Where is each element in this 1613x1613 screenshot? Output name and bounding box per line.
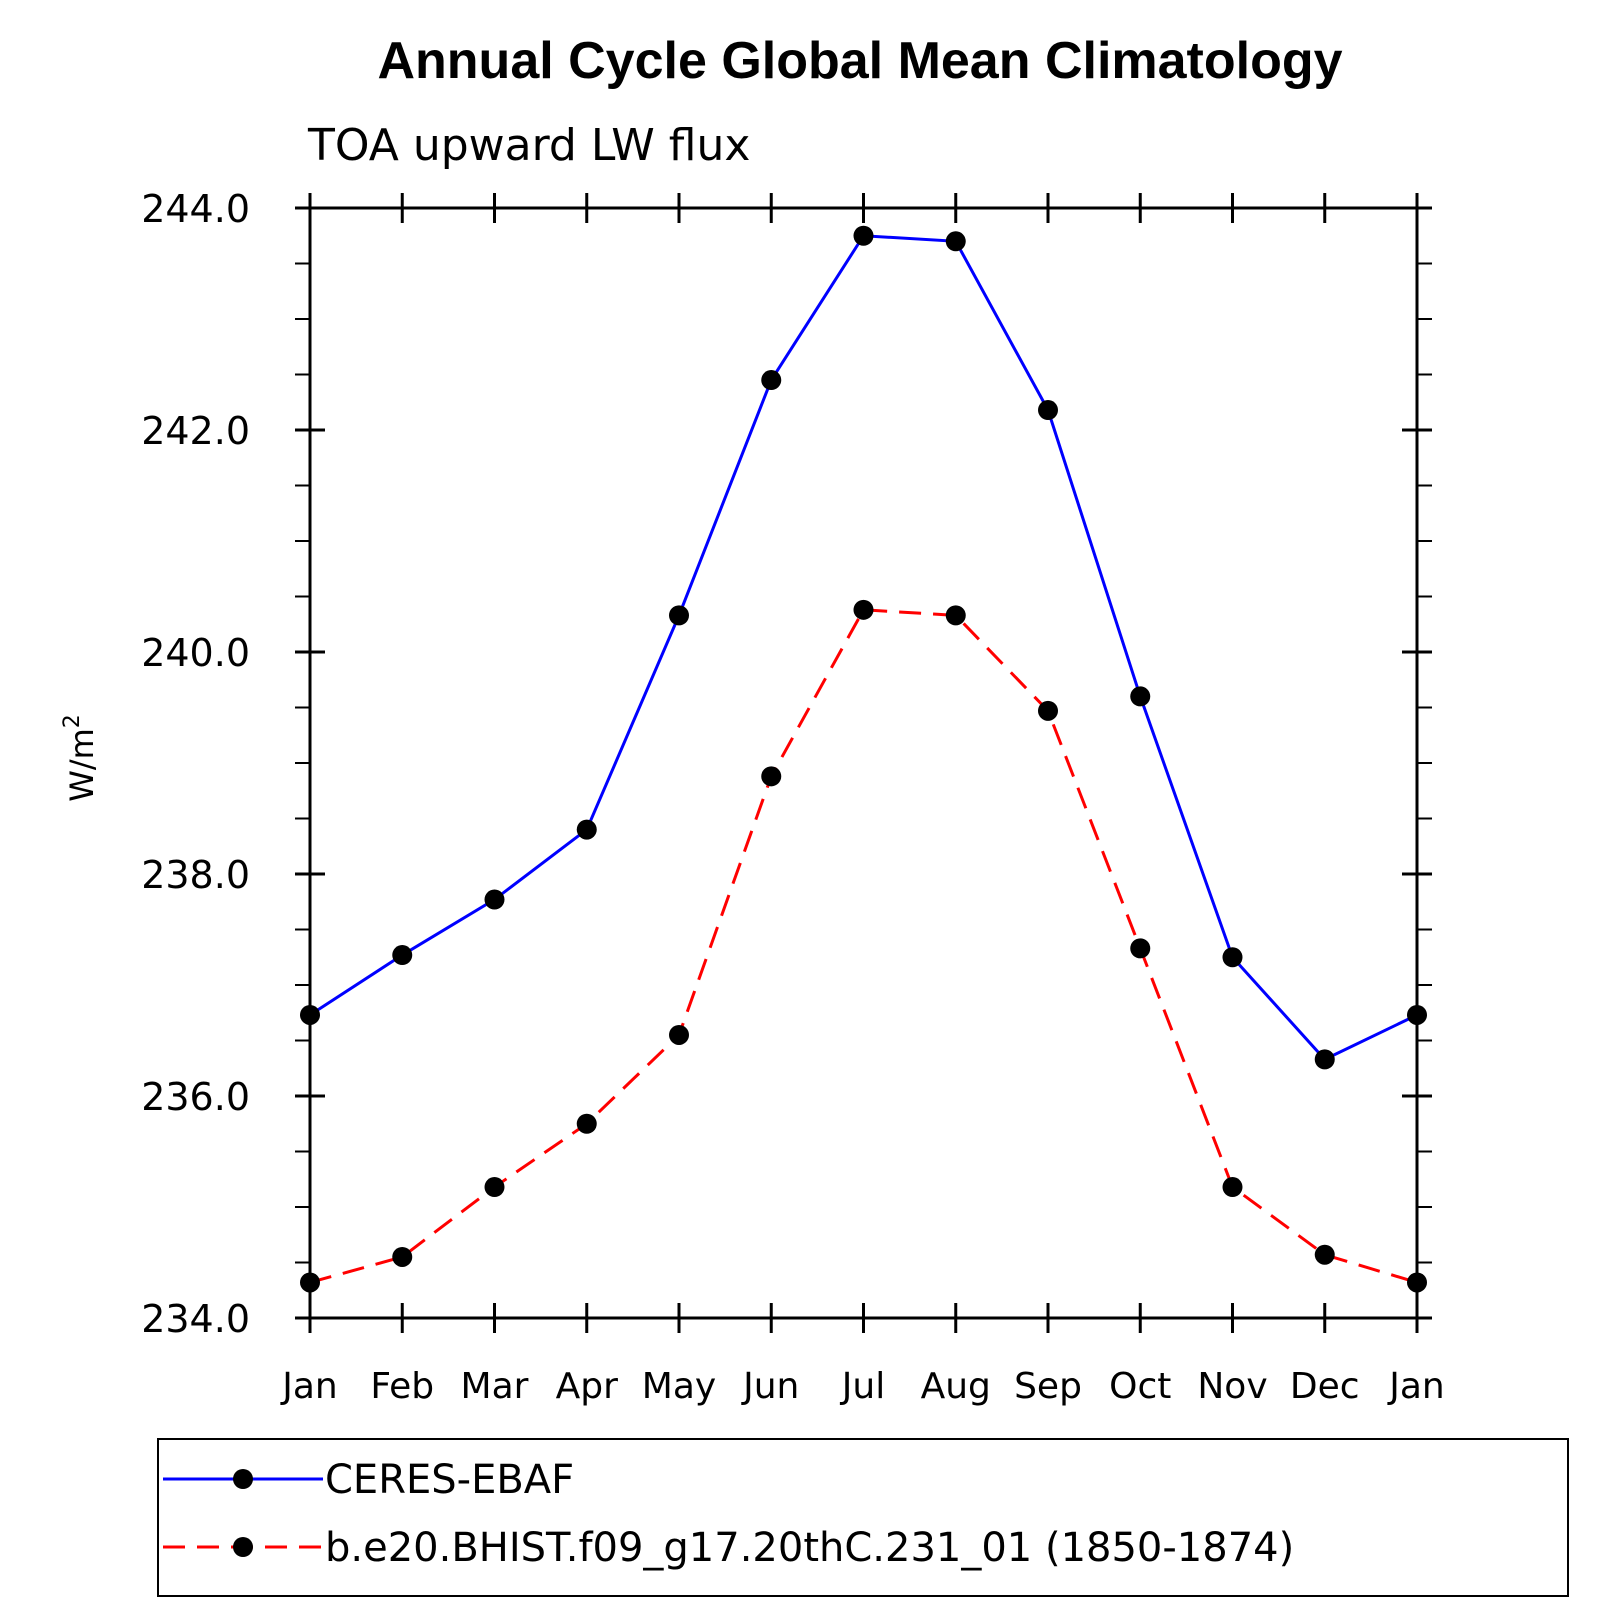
x-tick-label: Jan [280, 1366, 338, 1407]
chart-title: Annual Cycle Global Mean Climatology [377, 32, 1342, 90]
plot-border [308, 206, 1419, 1320]
y-tick-label: 242.0 [141, 409, 250, 453]
series-0-point [853, 225, 874, 246]
series-1-point [576, 1113, 597, 1134]
x-tick-label: Sep [1014, 1366, 1082, 1407]
x-tick-label: Mar [461, 1366, 529, 1407]
series-1-point [1314, 1244, 1335, 1265]
series-0-point [576, 819, 597, 840]
x-tick-label: Aug [921, 1366, 991, 1407]
svg-text:W/m2: W/m2 [60, 714, 101, 802]
series-0-point [300, 1004, 320, 1025]
y-tick-label: 244.0 [141, 187, 250, 231]
x-tick-label: Feb [370, 1366, 434, 1407]
axis-ticks [295, 193, 1432, 1333]
series-0-point [1222, 947, 1243, 968]
series-1-point [484, 1177, 505, 1198]
legend-label-0: CERES-EBAF [325, 1457, 574, 1503]
series-1-point [1407, 1272, 1427, 1293]
x-tick-label: Oct [1109, 1366, 1171, 1407]
series-0-point [1314, 1049, 1335, 1070]
series-1-point [1222, 1177, 1243, 1198]
legend-marker-0 [233, 1469, 253, 1489]
series-1-point [761, 766, 782, 787]
x-tick-label: Apr [556, 1366, 618, 1407]
y-tick-label: 240.0 [141, 631, 250, 675]
y-tick-label: 234.0 [141, 1297, 250, 1341]
y-tick-label: 236.0 [141, 1075, 250, 1119]
series-line-1 [309, 608, 1418, 1284]
series-0-point [392, 945, 413, 966]
y-axis-label-text: W/m [63, 728, 101, 802]
series-0-point [1407, 1004, 1427, 1025]
series-1-point [300, 1272, 320, 1293]
series-1-point [945, 605, 966, 626]
x-tick-label: Dec [1290, 1366, 1360, 1407]
series-0-point [1130, 686, 1151, 707]
plot-frame [308, 206, 1419, 1320]
legend-label-1: b.e20.BHIST.f09_g17.20thC.231_01 (1850-1… [325, 1525, 1294, 1571]
series-1-point [853, 599, 874, 620]
x-tick-label: May [642, 1366, 716, 1407]
series-0-point [761, 370, 782, 391]
series-1-point [1130, 938, 1151, 959]
y-axis-label-superscript: 2 [60, 714, 85, 728]
legend-box [157, 1438, 1569, 1597]
series-line-0 [309, 234, 1418, 1062]
series-0-point [1038, 400, 1058, 421]
x-tick-label: Nov [1197, 1366, 1267, 1407]
tick-labels: Jan Feb Mar Apr May Jun Jul Aug Sep Oct Nov Dec Jan 2… [141, 187, 1445, 1407]
series-0-point [484, 889, 505, 910]
series-layer [300, 225, 1427, 1293]
chart-subtitle: TOA upward LW flux [307, 120, 750, 171]
series-1-point [669, 1024, 689, 1045]
x-tick-label: Jul [840, 1366, 885, 1407]
y-tick-label: 238.0 [141, 853, 250, 897]
series-0-point [945, 231, 966, 252]
x-tick-label: Jun [741, 1366, 799, 1407]
series-1-point [392, 1246, 413, 1267]
y-axis-label: W/m2 [60, 714, 101, 802]
x-tick-label: Jan [1387, 1366, 1445, 1407]
legend: CERES-EBAF b.e20.BHIST.f09_g17.20thC.231_… [157, 1438, 1569, 1597]
series-1-point [1038, 700, 1058, 721]
legend-marker-1 [233, 1537, 253, 1557]
series-0-point [669, 605, 689, 626]
